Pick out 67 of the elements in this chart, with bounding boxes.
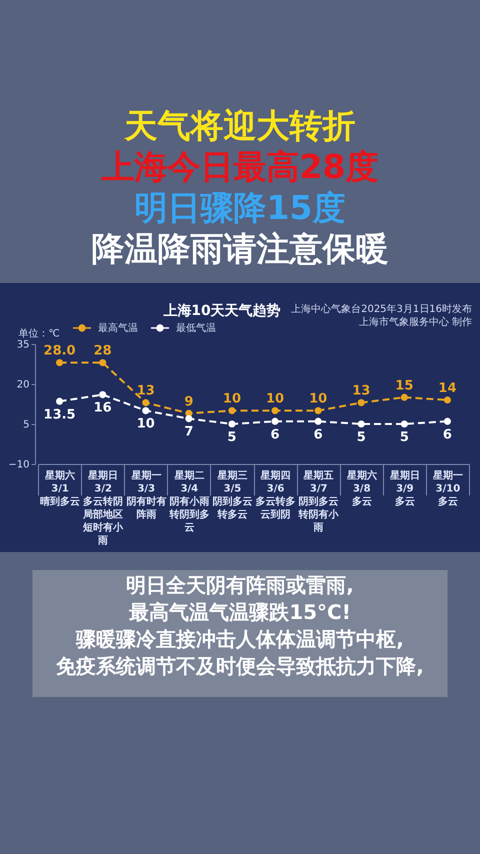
data-label: 13 <box>136 384 155 399</box>
point <box>272 418 279 425</box>
data-label: 6 <box>270 427 280 442</box>
data-label: 10 <box>222 392 241 407</box>
point <box>99 359 106 366</box>
x-tick-label: 星期一 3/10 多云 <box>432 470 463 508</box>
text: 明日骤降15度 <box>134 188 346 227</box>
y-tick-label: −10 <box>8 460 30 470</box>
point <box>314 418 322 425</box>
x-tick-label: 星期日 3/2 多云转阴局部地区短时有小雨 <box>82 470 124 546</box>
text: 天气将迎大转折 <box>124 106 356 145</box>
y-axis-title: 单位：℃ <box>18 328 60 340</box>
point <box>358 420 365 428</box>
x-tick-label: 星期六 3/1 晴到多云 <box>40 470 80 508</box>
data-label: 5 <box>227 430 236 445</box>
text: 骤暖骤冷直接冲击人体体温调节中枢, <box>75 627 404 651</box>
point <box>444 396 451 404</box>
point <box>56 398 64 405</box>
text: 最高气温气温骤跌15°C! <box>128 600 351 624</box>
data-label: 10 <box>309 392 328 407</box>
data-label: 15 <box>395 378 414 394</box>
data-label: 5 <box>400 430 409 445</box>
data-label: 14 <box>438 381 456 396</box>
point <box>99 391 106 398</box>
point <box>228 420 236 428</box>
data-label: 6 <box>442 427 452 442</box>
point <box>185 415 192 422</box>
text: 免疫系统调节不及时便会导致抵抗力下降, <box>55 654 424 678</box>
x-tick-label: 星期二 3/4 阴有小雨转阴到多云 <box>168 470 210 534</box>
legend-label: 最低气温 <box>176 322 216 334</box>
text: 上海今日最高28度 <box>100 147 378 186</box>
x-tick-label: 星期日 3/9 多云 <box>388 470 420 508</box>
data-label: 28.0 <box>44 344 76 359</box>
x-tick-label: 星期六 3/8 多云 <box>346 470 377 508</box>
x-tick-label: 星期一 3/3 阴有时有阵雨 <box>126 470 166 520</box>
data-label: 13.5 <box>44 407 76 422</box>
data-label: 13 <box>352 384 370 399</box>
point <box>142 399 150 406</box>
data-label: 16 <box>94 400 112 416</box>
text: 上海市气象服务中心 制作 <box>358 316 472 328</box>
point <box>444 418 451 425</box>
text: 明日全天阴有阵雨或雷雨, <box>126 573 354 597</box>
point <box>228 407 236 414</box>
point <box>400 394 408 401</box>
x-tick-label: 星期三 3/5 阴到多云转多云 <box>212 470 252 520</box>
data-label: 10 <box>136 416 155 432</box>
data-label: 9 <box>184 394 194 410</box>
y-tick-label: 20 <box>16 380 30 390</box>
y-tick-label: 35 <box>16 340 30 350</box>
x-tick-label: 星期五 3/7 阴到多云转阴有小雨 <box>298 470 340 534</box>
data-label: 10 <box>266 392 284 407</box>
point <box>272 407 279 414</box>
x-tick-label: 星期四 3/6 多云转多云到阴 <box>256 470 296 520</box>
legend-label: 最高气温 <box>98 322 138 334</box>
y-tick-label: 5 <box>23 420 30 430</box>
data-label: 7 <box>184 424 194 440</box>
text: 降温降雨请注意保暖 <box>92 229 388 268</box>
point <box>358 399 365 406</box>
point <box>142 407 150 414</box>
chart-title: 上海10天天气趋势 <box>162 303 281 319</box>
text: 上海中心气象台2025年3月1日16时发布 <box>291 303 472 315</box>
data-label: 5 <box>356 430 366 445</box>
point <box>400 420 408 428</box>
data-label: 28 <box>94 344 112 359</box>
data-label: 6 <box>314 427 323 442</box>
point <box>314 407 322 414</box>
point <box>56 359 64 366</box>
